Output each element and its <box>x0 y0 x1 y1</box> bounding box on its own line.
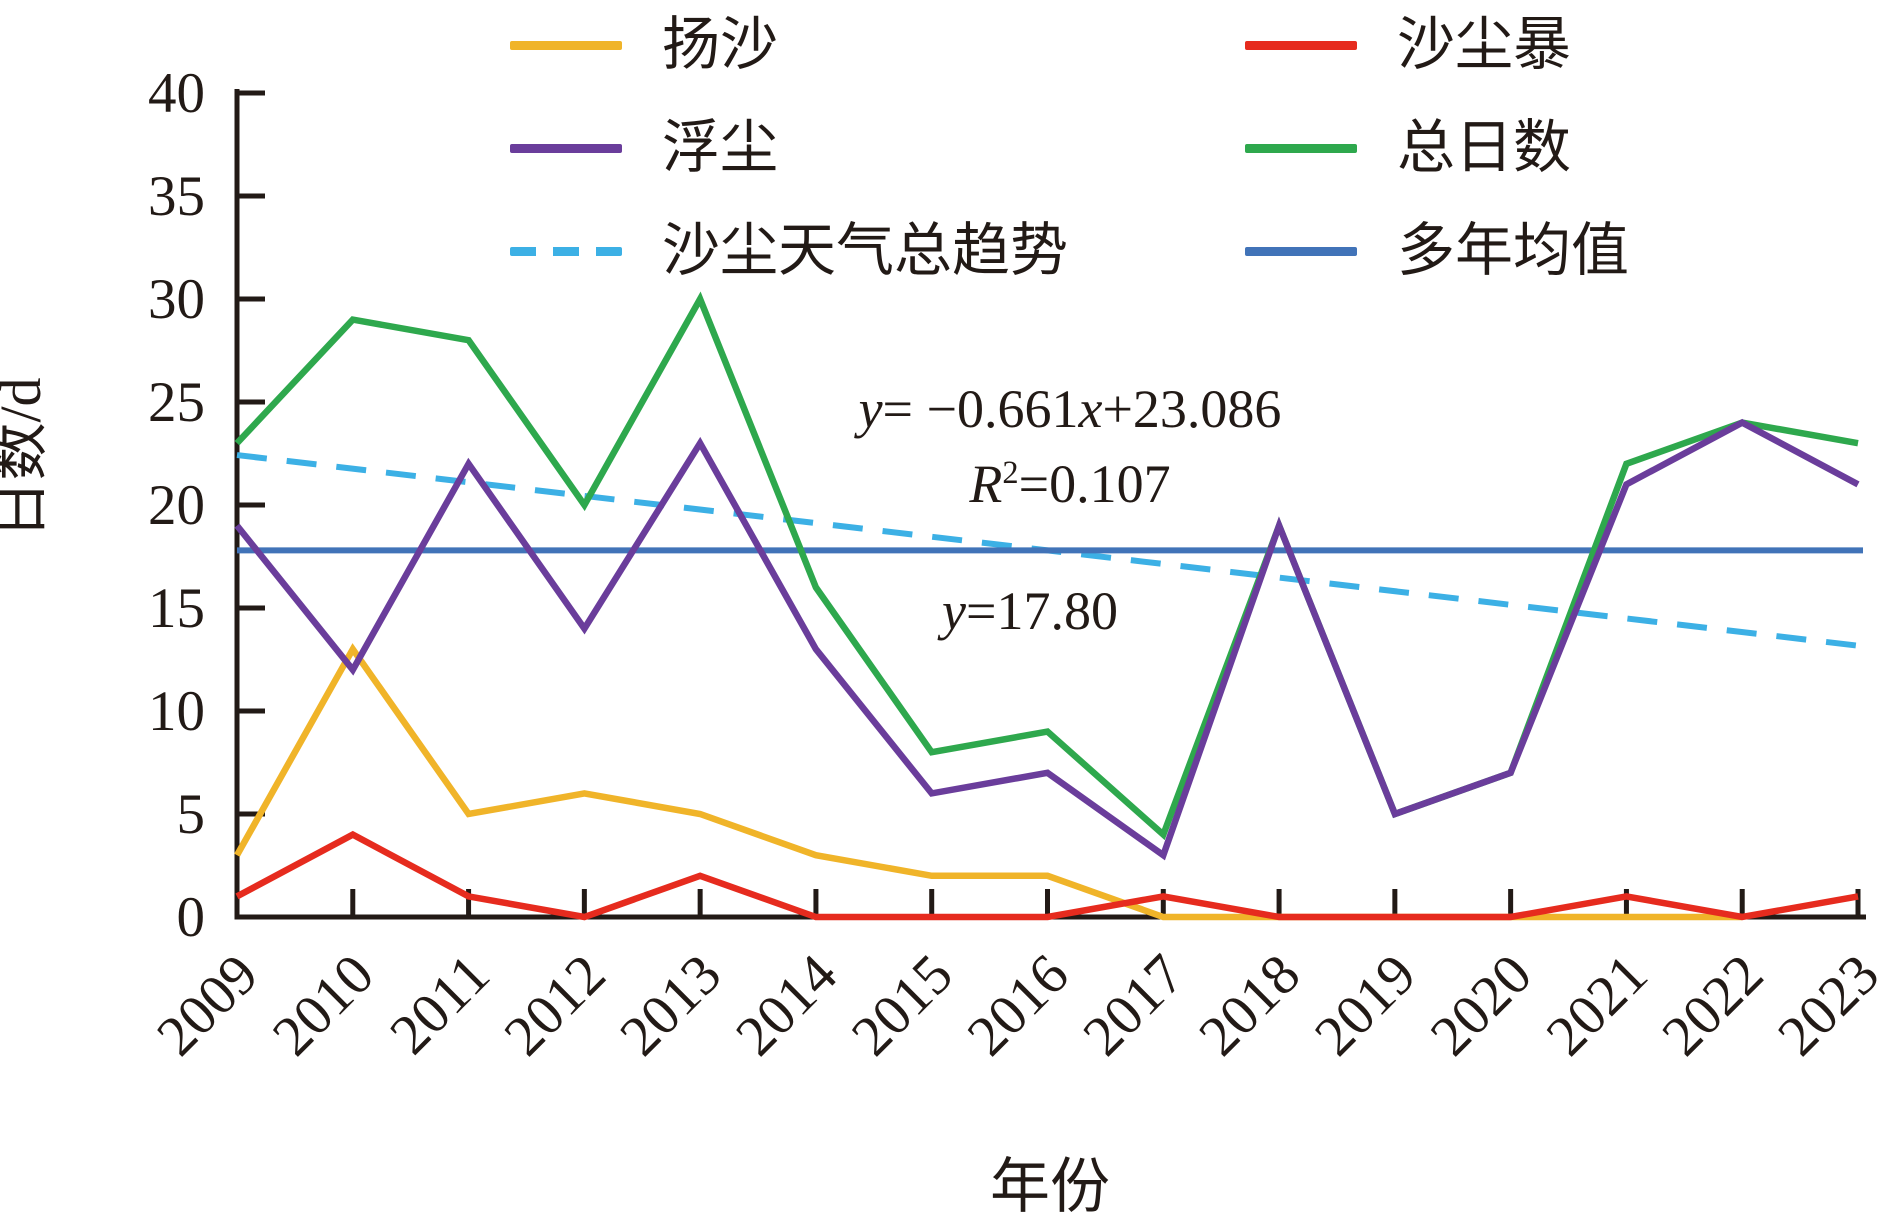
series-line-3 <box>234 418 1860 861</box>
x-tick-label-2010: 2010 <box>261 943 386 1068</box>
x-tick-label-2022: 2022 <box>1650 943 1775 1068</box>
x-tick-label-2019: 2019 <box>1303 943 1428 1068</box>
legend-item-trend: 沙尘天气总趋势 <box>510 216 1245 286</box>
y-tick-label-35: 35 <box>148 165 205 228</box>
legend-swatch-trend <box>510 246 622 256</box>
y-tick-label-30: 30 <box>148 268 205 331</box>
series-line-1 <box>235 830 1859 921</box>
legend-label-trend: 沙尘天气总趋势 <box>662 218 1069 283</box>
r-squared-line: R2=0.107 <box>790 447 1350 522</box>
series-line-2 <box>234 291 1859 841</box>
legend-item-zongrishu: 总日数 <box>1245 113 1629 183</box>
legend-label-shachenbao: 沙尘暴 <box>1397 12 1572 77</box>
y-tick-label-15: 15 <box>148 577 205 640</box>
eq-x: x <box>1078 379 1103 439</box>
trend-equation-line: y= −0.661x+23.086 <box>790 372 1350 447</box>
x-tick-label-2018: 2018 <box>1187 943 1312 1068</box>
rsq-sup: 2 <box>1002 454 1019 491</box>
trend-equation: y= −0.661x+23.086 R2=0.107 <box>790 372 1350 521</box>
mean-y: y <box>942 581 966 641</box>
legend-swatch-mean <box>1245 246 1357 256</box>
x-tick-label-2023: 2023 <box>1766 943 1878 1068</box>
x-axis-title: 年份 <box>990 1154 1110 1220</box>
x-tick-label-2021: 2021 <box>1534 943 1659 1068</box>
y-axis-title: 日数/d <box>0 377 53 538</box>
rsq-rest: =0.107 <box>1018 453 1171 514</box>
mean-rest: =17.80 <box>966 581 1118 641</box>
mean-value-label: y=17.80 <box>900 580 1160 642</box>
legend-swatch-shachenbao <box>1245 40 1357 50</box>
y-tick-label-25: 25 <box>148 371 205 434</box>
x-tick-label-2020: 2020 <box>1419 943 1544 1068</box>
x-tick-label-2009: 2009 <box>145 943 270 1068</box>
x-tick-label-2016: 2016 <box>956 943 1081 1068</box>
y-tick-label-20: 20 <box>148 474 205 537</box>
y-tick-label-0: 0 <box>177 886 206 949</box>
x-tick-label-2012: 2012 <box>492 943 617 1068</box>
x-tick-label-2017: 2017 <box>1071 943 1196 1068</box>
legend-swatch-zongrishu <box>1245 143 1357 153</box>
y-tick-label-10: 10 <box>148 680 205 743</box>
legend-item-shachenbao: 沙尘暴 <box>1245 10 1629 80</box>
legend-item-mean: 多年均值 <box>1245 216 1629 286</box>
eq-y: y <box>858 379 883 439</box>
legend-label-fuchen: 浮尘 <box>662 115 779 180</box>
eq-part2: +23.086 <box>1102 379 1282 439</box>
legend-label-yangsha: 扬沙 <box>662 12 779 77</box>
legend-item-fuchen: 浮尘 <box>510 113 1245 183</box>
y-tick-label-40: 40 <box>148 62 205 125</box>
rsq-R: R <box>969 453 1003 514</box>
legend-label-mean: 多年均值 <box>1397 218 1630 283</box>
legend: 扬沙 沙尘暴 浮尘 总日数 沙尘天气总趋势 多年均值 <box>510 10 1629 286</box>
x-tick-label-2015: 2015 <box>840 943 965 1068</box>
x-tick-label-2011: 2011 <box>378 943 502 1067</box>
legend-swatch-fuchen <box>510 143 622 153</box>
legend-item-yangsha: 扬沙 <box>510 10 1245 80</box>
legend-swatch-yangsha <box>510 40 622 50</box>
x-tick-label-2013: 2013 <box>608 943 733 1068</box>
eq-part1: = −0.661 <box>882 379 1079 439</box>
x-tick-label-2014: 2014 <box>724 943 849 1068</box>
y-tick-label-5: 5 <box>177 783 206 846</box>
legend-label-zongrishu: 总日数 <box>1397 115 1572 180</box>
